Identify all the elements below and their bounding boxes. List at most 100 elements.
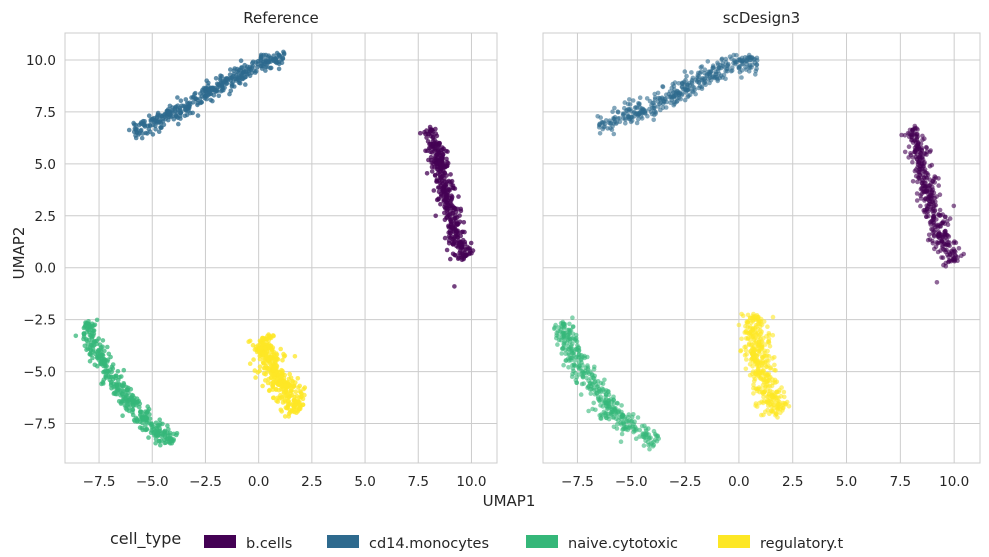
scatter-point-cd14-monocytes bbox=[183, 97, 189, 102]
y-tick-label: −2.5 bbox=[23, 313, 56, 329]
scatter-point-b-cells bbox=[956, 246, 962, 251]
scatter-point-cd14-monocytes bbox=[636, 116, 641, 122]
scatter-point-cd14-monocytes bbox=[228, 67, 233, 72]
scatter-point-regulatory-t bbox=[280, 371, 285, 377]
scatter-point-b-cells bbox=[444, 247, 450, 253]
scatter-point-b-cells bbox=[928, 192, 934, 198]
scatter-point-regulatory-t bbox=[768, 366, 773, 371]
scatter-point-regulatory-t bbox=[738, 348, 743, 354]
scatter-point-regulatory-t bbox=[271, 395, 277, 401]
scatter-point-regulatory-t bbox=[300, 402, 306, 408]
scatter-point-cd14-monocytes bbox=[685, 94, 691, 100]
scatter-point-b-cells bbox=[448, 202, 454, 207]
scatter-point-naive-cytotoxic bbox=[560, 330, 566, 336]
scatter-point-cd14-monocytes bbox=[705, 59, 711, 64]
x-tick-label: 0.0 bbox=[248, 474, 269, 490]
scatter-point-naive-cytotoxic bbox=[104, 370, 110, 375]
scatter-point-regulatory-t bbox=[286, 402, 292, 408]
scatter-point-b-cells bbox=[447, 186, 452, 192]
scatter-point-cd14-monocytes bbox=[186, 108, 191, 113]
scatter-point-cd14-monocytes bbox=[608, 121, 613, 126]
scatter-point-b-cells bbox=[435, 155, 441, 160]
scatter-point-naive-cytotoxic bbox=[588, 369, 593, 375]
scatter-point-cd14-monocytes bbox=[754, 62, 760, 68]
scatter-point-cd14-monocytes bbox=[147, 123, 153, 128]
scatter-point-b-cells bbox=[440, 147, 445, 152]
scatter-point-cd14-monocytes bbox=[268, 65, 274, 71]
scatter-point-cd14-monocytes bbox=[153, 127, 158, 132]
scatter-point-naive-cytotoxic bbox=[595, 379, 601, 384]
scatter-point-naive-cytotoxic bbox=[82, 343, 88, 349]
scatter-point-b-cells bbox=[446, 238, 452, 244]
scatter-point-regulatory-t bbox=[774, 405, 779, 410]
scatter-point-regulatory-t bbox=[786, 404, 792, 409]
scatter-point-b-cells bbox=[459, 255, 465, 260]
scatter-point-naive-cytotoxic bbox=[94, 317, 100, 323]
scatter-point-b-cells bbox=[914, 191, 920, 196]
scatter-point-regulatory-t bbox=[774, 399, 779, 404]
scatter-point-b-cells bbox=[427, 124, 433, 130]
scatter-point-b-cells bbox=[442, 210, 447, 216]
scatter-point-regulatory-t bbox=[262, 345, 268, 350]
scatter-point-cd14-monocytes bbox=[182, 113, 188, 119]
scatter-point-naive-cytotoxic bbox=[167, 430, 173, 436]
scatter-point-b-cells bbox=[952, 239, 957, 244]
scatter-point-naive-cytotoxic bbox=[120, 383, 126, 389]
scatter-point-naive-cytotoxic bbox=[588, 391, 594, 396]
scatter-point-b-cells bbox=[902, 149, 908, 155]
scatter-point-cd14-monocytes bbox=[177, 113, 183, 119]
scatter-point-cd14-monocytes bbox=[266, 60, 271, 65]
scatter-point-b-cells bbox=[913, 173, 919, 179]
scatter-point-cd14-monocytes bbox=[276, 61, 282, 67]
scatter-point-b-cells bbox=[910, 155, 916, 160]
scatter-point-naive-cytotoxic bbox=[591, 387, 597, 393]
scatter-point-b-cells bbox=[931, 234, 937, 239]
panel-title: Reference bbox=[243, 9, 319, 27]
scatter-point-naive-cytotoxic bbox=[157, 426, 162, 432]
y-tick-label: −7.5 bbox=[23, 417, 56, 433]
scatter-point-regulatory-t bbox=[779, 385, 784, 390]
scatter-point-cd14-monocytes bbox=[624, 108, 630, 113]
x-tick-label: 2.5 bbox=[301, 474, 322, 490]
x-tick-label: 7.5 bbox=[408, 474, 429, 490]
scatter-point-cd14-monocytes bbox=[133, 135, 139, 141]
scatter-point-regulatory-t bbox=[755, 315, 761, 321]
scatter-point-naive-cytotoxic bbox=[570, 315, 575, 321]
scatter-point-naive-cytotoxic bbox=[126, 405, 132, 410]
scatter-point-naive-cytotoxic bbox=[635, 415, 641, 420]
scatter-point-regulatory-t bbox=[282, 414, 288, 419]
scatter-point-regulatory-t bbox=[271, 333, 276, 339]
scatter-point-regulatory-t bbox=[266, 357, 272, 362]
scatter-point-naive-cytotoxic bbox=[561, 322, 566, 328]
scatter-point-regulatory-t bbox=[764, 334, 769, 339]
scatter-point-regulatory-t bbox=[272, 372, 277, 378]
scatter-point-naive-cytotoxic bbox=[574, 339, 580, 344]
scatter-point-cd14-monocytes bbox=[595, 114, 600, 119]
scatter-point-naive-cytotoxic bbox=[89, 331, 95, 336]
scatter-point-cd14-monocytes bbox=[126, 127, 132, 133]
scatter-point-cd14-monocytes bbox=[195, 101, 201, 106]
scatter-point-cd14-monocytes bbox=[162, 114, 168, 120]
scatter-point-naive-cytotoxic bbox=[585, 363, 590, 368]
scatter-point-cd14-monocytes bbox=[611, 131, 617, 137]
scatter-point-cd14-monocytes bbox=[627, 97, 632, 102]
scatter-point-cd14-monocytes bbox=[208, 91, 213, 96]
scatter-point-naive-cytotoxic bbox=[556, 334, 561, 339]
scatter-point-b-cells bbox=[930, 217, 936, 222]
scatter-point-cd14-monocytes bbox=[276, 53, 282, 58]
scatter-point-b-cells bbox=[940, 255, 946, 260]
scatter-point-regulatory-t bbox=[777, 402, 782, 407]
scatter-point-naive-cytotoxic bbox=[600, 413, 605, 418]
scatter-point-naive-cytotoxic bbox=[592, 380, 597, 385]
scatter-point-regulatory-t bbox=[773, 368, 778, 373]
scatter-point-regulatory-t bbox=[295, 376, 301, 381]
scatter-point-regulatory-t bbox=[766, 392, 772, 397]
scatter-point-regulatory-t bbox=[759, 369, 765, 375]
scatter-point-naive-cytotoxic bbox=[92, 322, 98, 328]
scatter-point-naive-cytotoxic bbox=[621, 426, 626, 432]
scatter-point-regulatory-t bbox=[271, 366, 277, 372]
scatter-point-b-cells bbox=[445, 149, 450, 154]
scatter-point-cd14-monocytes bbox=[235, 69, 240, 75]
scatter-point-naive-cytotoxic bbox=[566, 351, 571, 357]
